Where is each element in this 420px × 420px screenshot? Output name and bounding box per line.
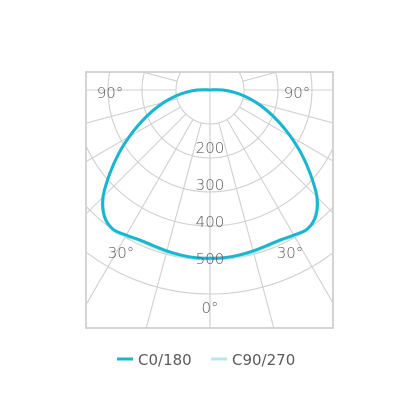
radial-tick-label: 200 bbox=[196, 139, 225, 157]
radial-tick-label: 400 bbox=[196, 213, 225, 231]
grid-spoke bbox=[86, 98, 178, 124]
grid-spoke bbox=[239, 72, 243, 74]
angle-label-left-mid: 30° bbox=[108, 244, 135, 262]
grid-spoke bbox=[86, 119, 194, 306]
radial-tick-label: 300 bbox=[196, 176, 225, 194]
legend-label-c90-270: C90/270 bbox=[232, 351, 295, 369]
grid-spoke bbox=[218, 122, 275, 328]
grid-spoke bbox=[219, 0, 281, 57]
angle-label-right-top: 90° bbox=[284, 84, 311, 102]
grid-spoke bbox=[242, 98, 333, 124]
grid-spoke bbox=[74, 0, 193, 61]
grid-spoke bbox=[226, 119, 333, 305]
chart-labels: 90° 90° 30° 30° 0° 200 300 400 500 bbox=[97, 84, 311, 317]
grid-spoke bbox=[18, 0, 186, 66]
radial-tick-label: 500 bbox=[196, 250, 225, 268]
series-layer bbox=[101, 88, 319, 260]
series-c0-180-curve bbox=[101, 88, 319, 260]
grid-spoke bbox=[145, 122, 202, 328]
grid-spoke bbox=[140, 0, 202, 57]
angle-label-right-mid: 30° bbox=[277, 244, 304, 262]
angle-label-bottom: 0° bbox=[201, 299, 218, 317]
grid-spoke bbox=[86, 106, 181, 163]
grid-spoke bbox=[239, 106, 333, 162]
legend-label-c0-180: C0/180 bbox=[138, 351, 192, 369]
angle-label-left-top: 90° bbox=[97, 84, 124, 102]
grid-spoke bbox=[227, 0, 346, 61]
grid-spoke bbox=[234, 0, 402, 66]
grid-spoke bbox=[177, 72, 181, 74]
legend: C0/180 C90/270 bbox=[117, 351, 295, 369]
